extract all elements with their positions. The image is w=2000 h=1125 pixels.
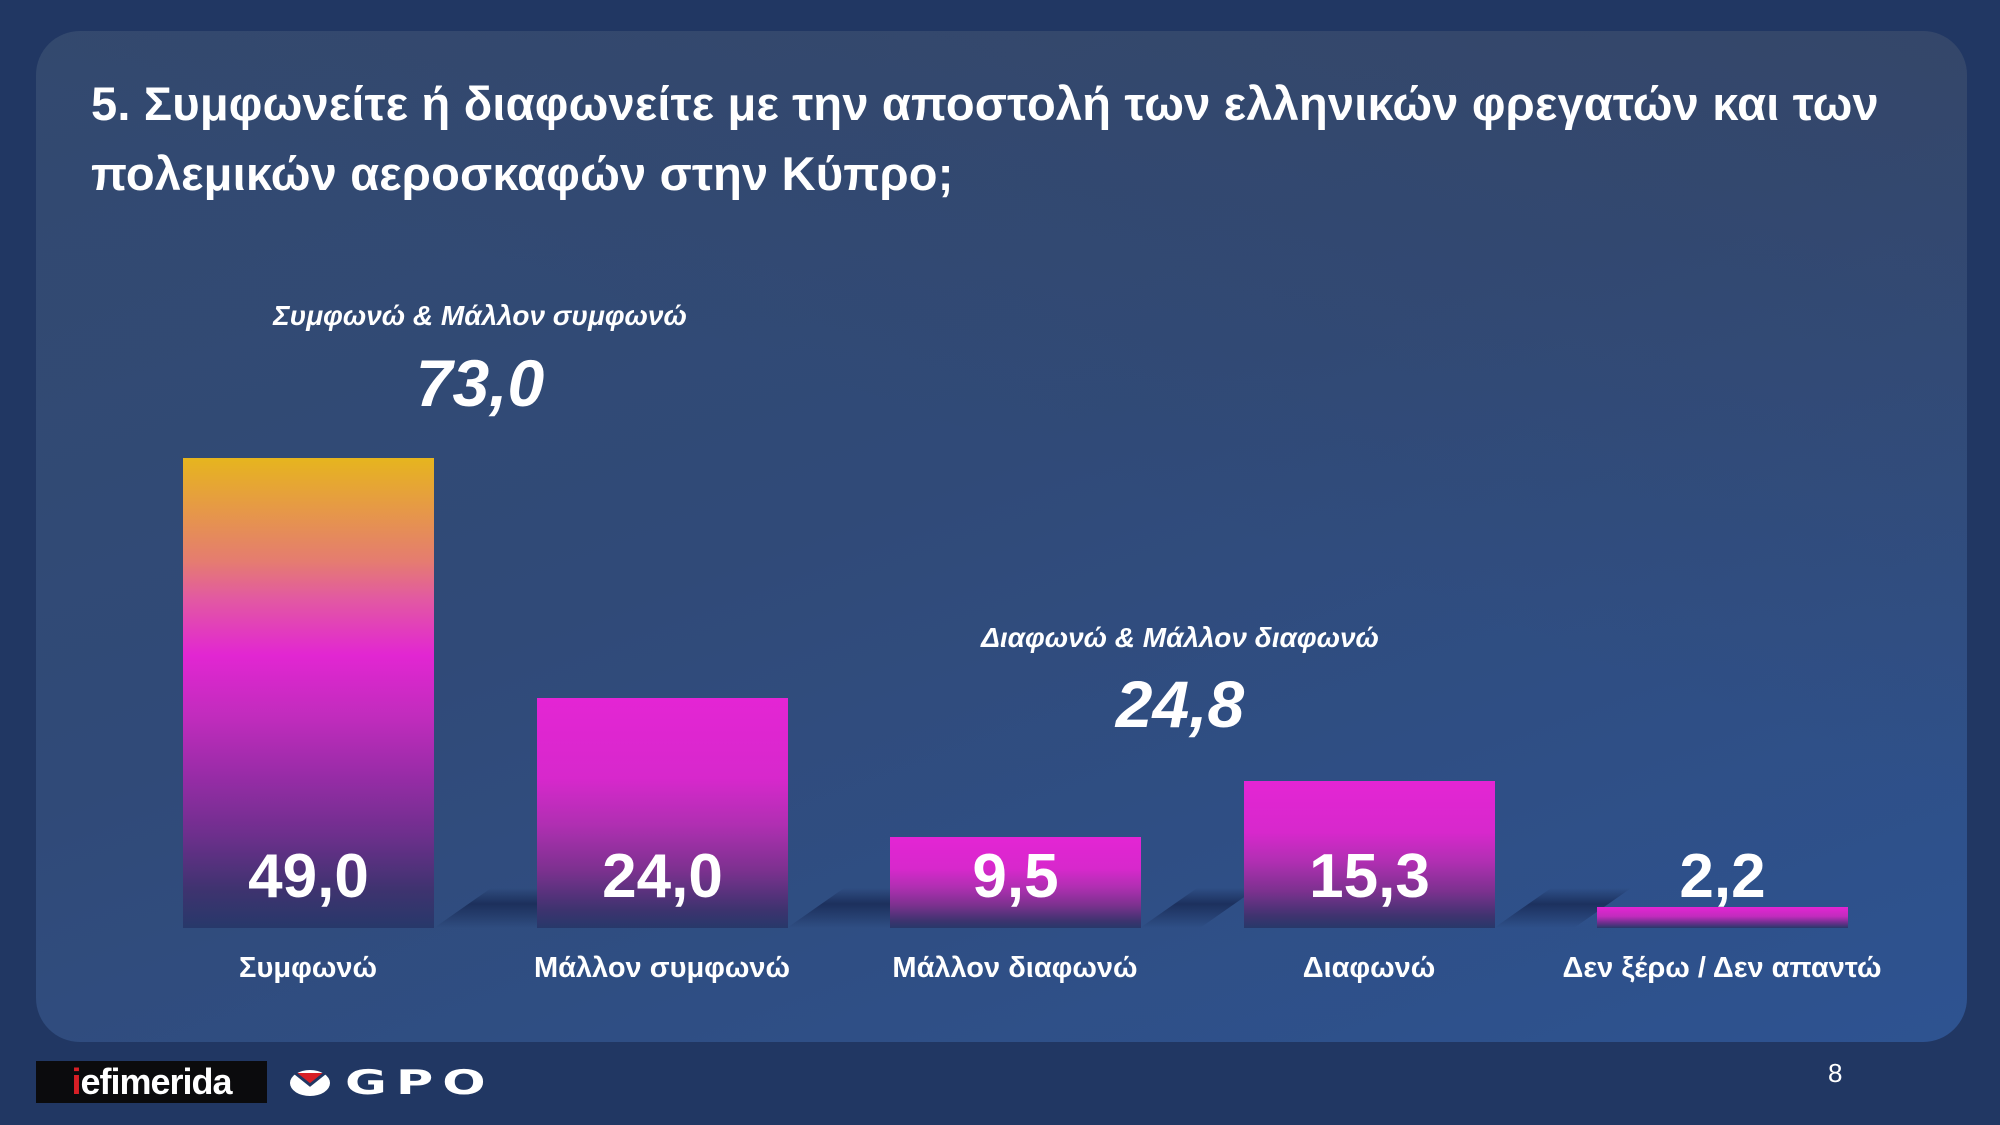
- bar-rather-agree: 24,0: [537, 698, 788, 928]
- bar-fill: [537, 698, 788, 928]
- category-label: Μάλλον συμφωνώ: [533, 952, 791, 984]
- bar-fill: [1244, 781, 1495, 928]
- bar-value: 2,2: [1679, 842, 1766, 911]
- logo-i: i: [71, 1061, 81, 1102]
- bar-value: 49,0: [248, 842, 369, 911]
- iefimerida-logo: i efimerida: [36, 1061, 267, 1103]
- bar-value: 15,3: [1309, 842, 1430, 911]
- chart-title: 5. Συμφωνείτε ή διαφωνείτε με την αποστο…: [91, 77, 1879, 200]
- category-label: Δεν ξέρω / Δεν απαντώ: [1562, 952, 1882, 984]
- bar-dont-know: 2,2: [1597, 842, 1848, 928]
- bar-agree: 49,0: [183, 458, 434, 928]
- bar-disagree: 15,3: [1244, 781, 1495, 928]
- group-value-disagree: 24,8: [1115, 667, 1245, 741]
- page-number: 8: [1828, 1058, 1843, 1088]
- bar-fill: [890, 837, 1141, 928]
- bar-fill: [1597, 907, 1848, 928]
- category-label: Μάλλον διαφωνώ: [892, 952, 1138, 984]
- category-label: Διαφωνώ: [1302, 952, 1436, 984]
- gpo-logo: GPO: [289, 1063, 486, 1103]
- group-value-agree: 73,0: [415, 346, 545, 420]
- gpo-text: GPO: [345, 1063, 495, 1103]
- group-label-disagree: Διαφωνώ & Μάλλον διαφωνώ: [981, 622, 1379, 653]
- category-label: Συμφωνώ: [239, 952, 377, 984]
- bar-value: 24,0: [602, 842, 723, 911]
- logo-text: efimerida: [80, 1061, 232, 1102]
- bar-value: 9,5: [972, 842, 1059, 911]
- gpo-chevron-icon: [290, 1070, 330, 1096]
- bar-fill: [183, 458, 434, 928]
- bar-rather-disagree: 9,5: [890, 837, 1141, 928]
- group-label-agree: Συμφωνώ & Μάλλον συμφωνώ: [273, 300, 687, 331]
